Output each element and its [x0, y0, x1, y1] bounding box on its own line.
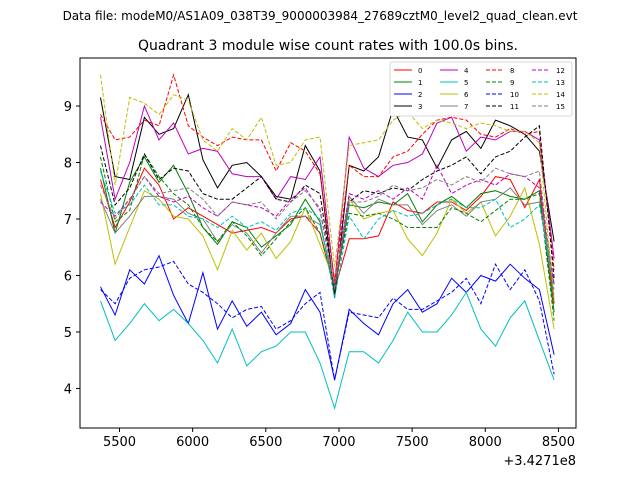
legend-label-1: 1: [418, 79, 422, 87]
legend-label-4: 4: [464, 67, 469, 75]
x-tick-label: 8000: [469, 435, 502, 450]
chart-title: Quadrant 3 module wise count rates with …: [138, 38, 518, 54]
y-tick-label: 8: [64, 157, 72, 172]
series-line-4: [100, 104, 555, 285]
series-line-10: [100, 260, 555, 381]
series-line-8: [100, 73, 555, 282]
plot-area: 5500 6000 6500 7000 7500 8000 8500456789012345…: [64, 57, 577, 450]
y-tick-label: 5: [64, 326, 72, 341]
legend-label-3: 3: [418, 103, 422, 111]
x-tick-label: 5500: [103, 435, 136, 450]
axes-frame: [79, 57, 577, 429]
legend-label-0: 0: [418, 67, 422, 75]
legend-label-15: 15: [556, 103, 565, 111]
legend-label-5: 5: [464, 79, 468, 87]
x-tick-label: 6500: [249, 435, 282, 450]
series-line-3: [100, 93, 555, 299]
series-line-11: [100, 124, 555, 293]
y-tick-label: 9: [64, 100, 72, 115]
legend-label-7: 7: [464, 103, 468, 111]
legend-label-11: 11: [510, 103, 519, 111]
y-tick-label: 6: [64, 269, 72, 284]
legend-label-12: 12: [556, 67, 565, 75]
legend-box: [389, 61, 573, 117]
series-line-15: [100, 167, 555, 299]
legend-label-13: 13: [556, 79, 565, 87]
data-file-caption: Data file: modeM0/AS1A09_038T39_90000039…: [63, 9, 578, 23]
legend-label-6: 6: [464, 91, 469, 99]
x-tick-label: 6000: [176, 435, 209, 450]
legend-label-14: 14: [556, 91, 565, 99]
series-line-2: [100, 254, 555, 381]
y-tick-label: 7: [64, 213, 72, 228]
series-line-5: [100, 291, 555, 410]
x-tick-label: 7500: [396, 435, 429, 450]
y-tick-label: 4: [64, 382, 72, 397]
legend-label-10: 10: [510, 91, 519, 99]
x-offset-label: +3.4271e8: [503, 454, 576, 469]
legend-label-2: 2: [418, 91, 422, 99]
legend-label-8: 8: [510, 67, 514, 75]
series-line-7: [100, 187, 555, 287]
legend-label-9: 9: [510, 79, 514, 87]
x-tick-label: 7000: [322, 435, 355, 450]
series-line-14: [100, 74, 555, 301]
series-line-13: [100, 170, 555, 299]
x-tick-label: 8500: [542, 435, 575, 450]
